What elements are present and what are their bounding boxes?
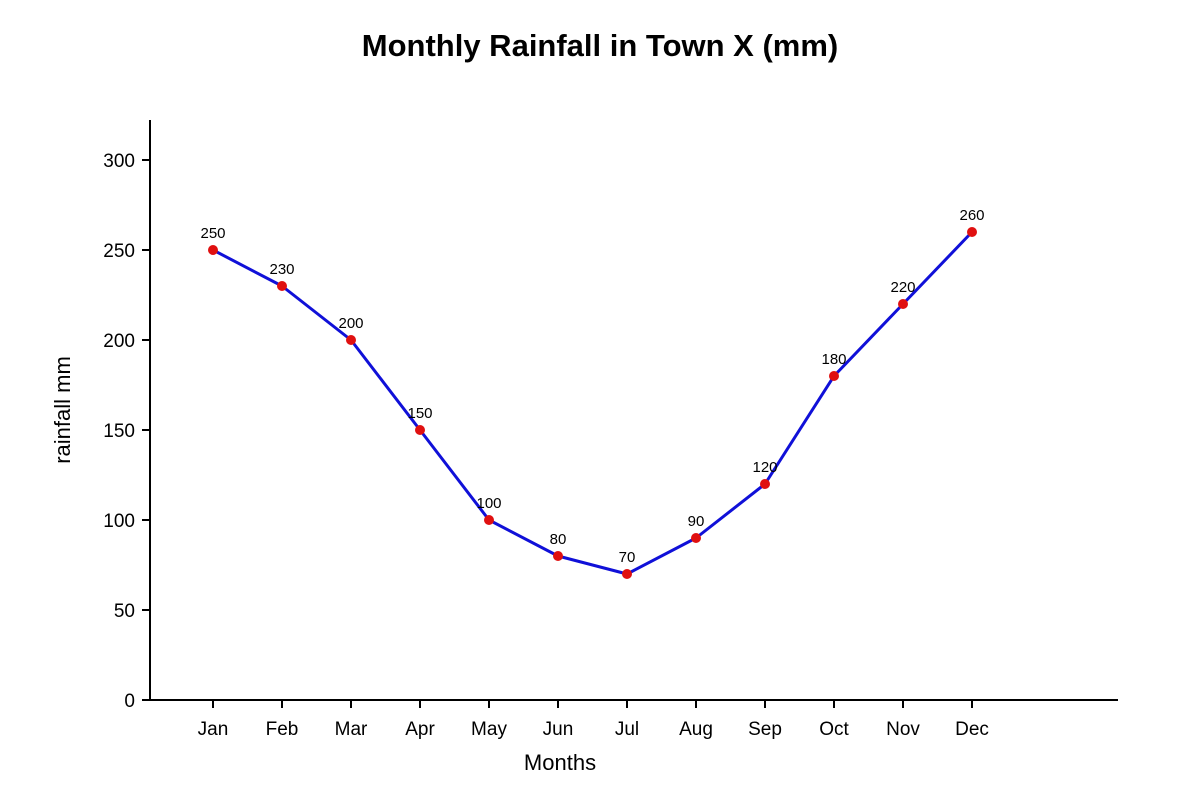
data-label: 150: [407, 405, 432, 422]
data-label: 180: [821, 351, 846, 368]
data-label: 220: [890, 279, 915, 296]
x-tick-label: Mar: [335, 719, 368, 740]
data-point: [691, 533, 701, 543]
y-tick-label: 50: [114, 601, 135, 622]
series-line: [212, 230, 974, 576]
x-tick-label: Jan: [198, 719, 229, 740]
data-label: 80: [550, 531, 567, 548]
x-tick-label: Jul: [615, 719, 639, 740]
x-tick-label: Oct: [819, 719, 849, 740]
data-label: 120: [752, 459, 777, 476]
data-point: [277, 281, 287, 291]
data-point: [622, 569, 632, 579]
y-tick-label: 150: [103, 421, 135, 442]
x-axis-title: Months: [524, 750, 596, 775]
x-tick-label: Apr: [405, 719, 435, 740]
data-point: [346, 335, 356, 345]
data-label: 230: [269, 261, 294, 278]
data-label: 90: [688, 513, 705, 530]
series-layer: 250 230 200 150 100 80 70 90 120 180 220 260: [200, 207, 985, 579]
x-tick-label: Dec: [955, 719, 989, 740]
x-tick-label: May: [471, 719, 507, 740]
y-tick-label: 100: [103, 511, 135, 532]
chart-title: Monthly Rainfall in Town X (mm): [361, 28, 839, 63]
data-point: [898, 299, 908, 309]
y-axis-title: rainfall mm: [50, 356, 75, 464]
data-point: [208, 245, 218, 255]
data-point: [967, 227, 977, 237]
data-label: 70: [619, 549, 636, 566]
y-tick-label: 250: [103, 241, 135, 262]
data-label: 200: [338, 315, 363, 332]
data-point: [829, 371, 839, 381]
x-tick-label: Jun: [543, 719, 574, 740]
data-point: [484, 515, 494, 525]
x-tick-label: Aug: [679, 719, 713, 740]
data-point: [553, 551, 563, 561]
x-axis-ticks: Jan Feb Mar Apr May Jun Jul Aug Sep Oct Nov Dec: [198, 700, 989, 740]
data-label: 100: [476, 495, 501, 512]
x-tick-label: Nov: [886, 719, 920, 740]
data-point: [760, 479, 770, 489]
x-tick-label: Sep: [748, 719, 782, 740]
data-label: 250: [200, 225, 225, 242]
y-tick-label: 300: [103, 151, 135, 172]
y-tick-label: 200: [103, 331, 135, 352]
data-label: 260: [959, 207, 984, 224]
y-axis-ticks: 0 50 100 150 200 250 300: [103, 151, 150, 712]
y-tick-label: 0: [124, 691, 135, 712]
x-tick-label: Feb: [266, 719, 299, 740]
data-point: [415, 425, 425, 435]
